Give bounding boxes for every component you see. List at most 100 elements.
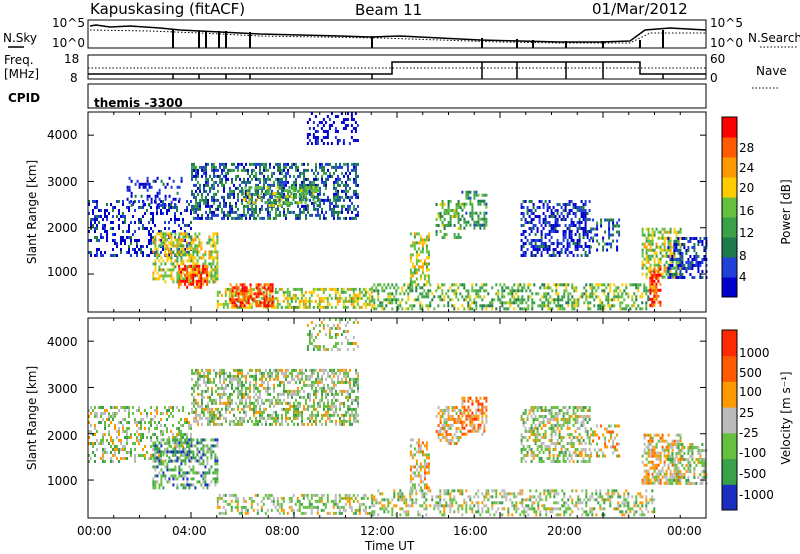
heatmap-cell <box>229 186 231 190</box>
heatmap-cell <box>651 242 654 246</box>
heatmap-cell <box>174 221 176 224</box>
heatmap-cell <box>337 213 339 217</box>
heatmap-cell <box>172 244 175 248</box>
heatmap-cell <box>197 422 199 426</box>
heatmap-cell <box>195 168 197 172</box>
heatmap-cell <box>160 433 162 436</box>
heatmap-cell <box>211 416 213 420</box>
heatmap-cell <box>152 433 154 436</box>
heatmap-cell <box>229 210 231 214</box>
heatmap-cell <box>255 286 258 290</box>
heatmap-cell <box>371 304 374 308</box>
heatmap-cell <box>235 186 237 190</box>
heatmap-cell <box>197 186 199 190</box>
heatmap-cell <box>499 283 502 287</box>
heatmap-cell <box>136 409 138 412</box>
heatmap-cell <box>128 245 130 248</box>
heatmap-cell <box>88 200 90 203</box>
heatmap-cell <box>687 258 690 261</box>
heatmap-cell <box>188 457 190 460</box>
heatmap-cell <box>592 227 595 231</box>
heatmap-cell <box>164 197 167 201</box>
heatmap-cell <box>429 304 432 308</box>
heatmap-cell <box>100 251 102 254</box>
heatmap-cell <box>160 230 162 233</box>
heatmap-cell <box>543 295 546 299</box>
heatmap-cell <box>263 371 265 375</box>
heatmap-cell <box>651 279 654 283</box>
heatmap-cell <box>520 203 523 206</box>
heatmap-cell <box>193 204 195 208</box>
heatmap-cell <box>257 177 259 181</box>
heatmap-cell <box>190 273 193 277</box>
heatmap-cell <box>317 198 319 202</box>
heatmap-cell <box>592 239 595 243</box>
heatmap-cell <box>539 286 542 290</box>
heatmap-cell <box>475 289 478 293</box>
heatmap-cell <box>552 254 555 257</box>
heatmap-cell <box>178 185 181 189</box>
heatmap-cell <box>205 195 207 199</box>
heatmap-cell <box>605 298 608 302</box>
heatmap-cell <box>309 192 311 196</box>
heatmap-cell <box>104 227 106 230</box>
heatmap-cell <box>571 304 574 308</box>
heatmap-cell <box>188 274 191 278</box>
heatmap-cell <box>421 271 424 275</box>
heatmap-cell <box>160 418 162 421</box>
heatmap-cell <box>255 165 257 169</box>
heatmap-cell <box>233 162 235 166</box>
heatmap-cell <box>182 250 185 254</box>
heatmap-cell <box>245 389 247 393</box>
heatmap-cell <box>453 292 456 296</box>
heatmap-cell <box>100 421 102 424</box>
heatmap-cell <box>463 298 466 302</box>
heatmap-cell <box>192 267 195 271</box>
heatmap-cell <box>415 256 418 260</box>
heatmap-cell <box>245 374 247 378</box>
vel-cbar-tick-1000: 1000 <box>739 346 770 360</box>
heatmap-cell <box>201 168 203 172</box>
heatmap-cell <box>244 198 247 202</box>
heatmap-cell <box>563 307 566 311</box>
heatmap-cell <box>373 307 376 311</box>
heatmap-cell <box>276 305 279 309</box>
heatmap-cell <box>156 253 159 257</box>
heatmap-cell <box>201 416 203 420</box>
heatmap-cell <box>283 389 285 393</box>
heatmap-cell <box>191 207 193 211</box>
heatmap-cell <box>207 386 209 390</box>
heatmap-cell <box>188 264 191 268</box>
heatmap-cell <box>523 286 526 290</box>
heatmap-cell <box>110 254 112 257</box>
heatmap-cell <box>188 233 190 236</box>
heatmap-cell <box>608 224 611 228</box>
heatmap-cell <box>277 383 279 387</box>
heatmap-cell <box>455 295 458 299</box>
heatmap-cell <box>152 444 155 448</box>
heatmap-cell <box>245 289 248 293</box>
heatmap-cell <box>130 236 132 239</box>
heatmap-cell <box>221 207 223 211</box>
heatmap-cell <box>513 289 516 293</box>
heatmap-cell <box>321 174 323 178</box>
heatmap-cell <box>649 303 652 307</box>
heatmap-cell <box>323 192 325 196</box>
heatmap-cell <box>562 209 565 212</box>
heatmap-cell <box>251 213 253 217</box>
heatmap-cell <box>148 233 150 236</box>
heatmap-cell <box>217 183 219 187</box>
heatmap-cell <box>100 415 102 418</box>
heatmap-cell <box>158 203 161 207</box>
heatmap-cell <box>554 215 557 218</box>
heatmap-cell <box>625 304 628 308</box>
heatmap-cell <box>166 238 169 242</box>
heatmap-cell <box>558 242 561 245</box>
heatmap-cell <box>120 242 122 245</box>
heatmap-cell <box>259 289 262 293</box>
heatmap-cell <box>584 224 587 227</box>
heatmap-cell <box>265 422 267 426</box>
heatmap-cell <box>158 206 160 209</box>
heatmap-cell <box>471 289 474 293</box>
heatmap-cell <box>184 459 187 463</box>
